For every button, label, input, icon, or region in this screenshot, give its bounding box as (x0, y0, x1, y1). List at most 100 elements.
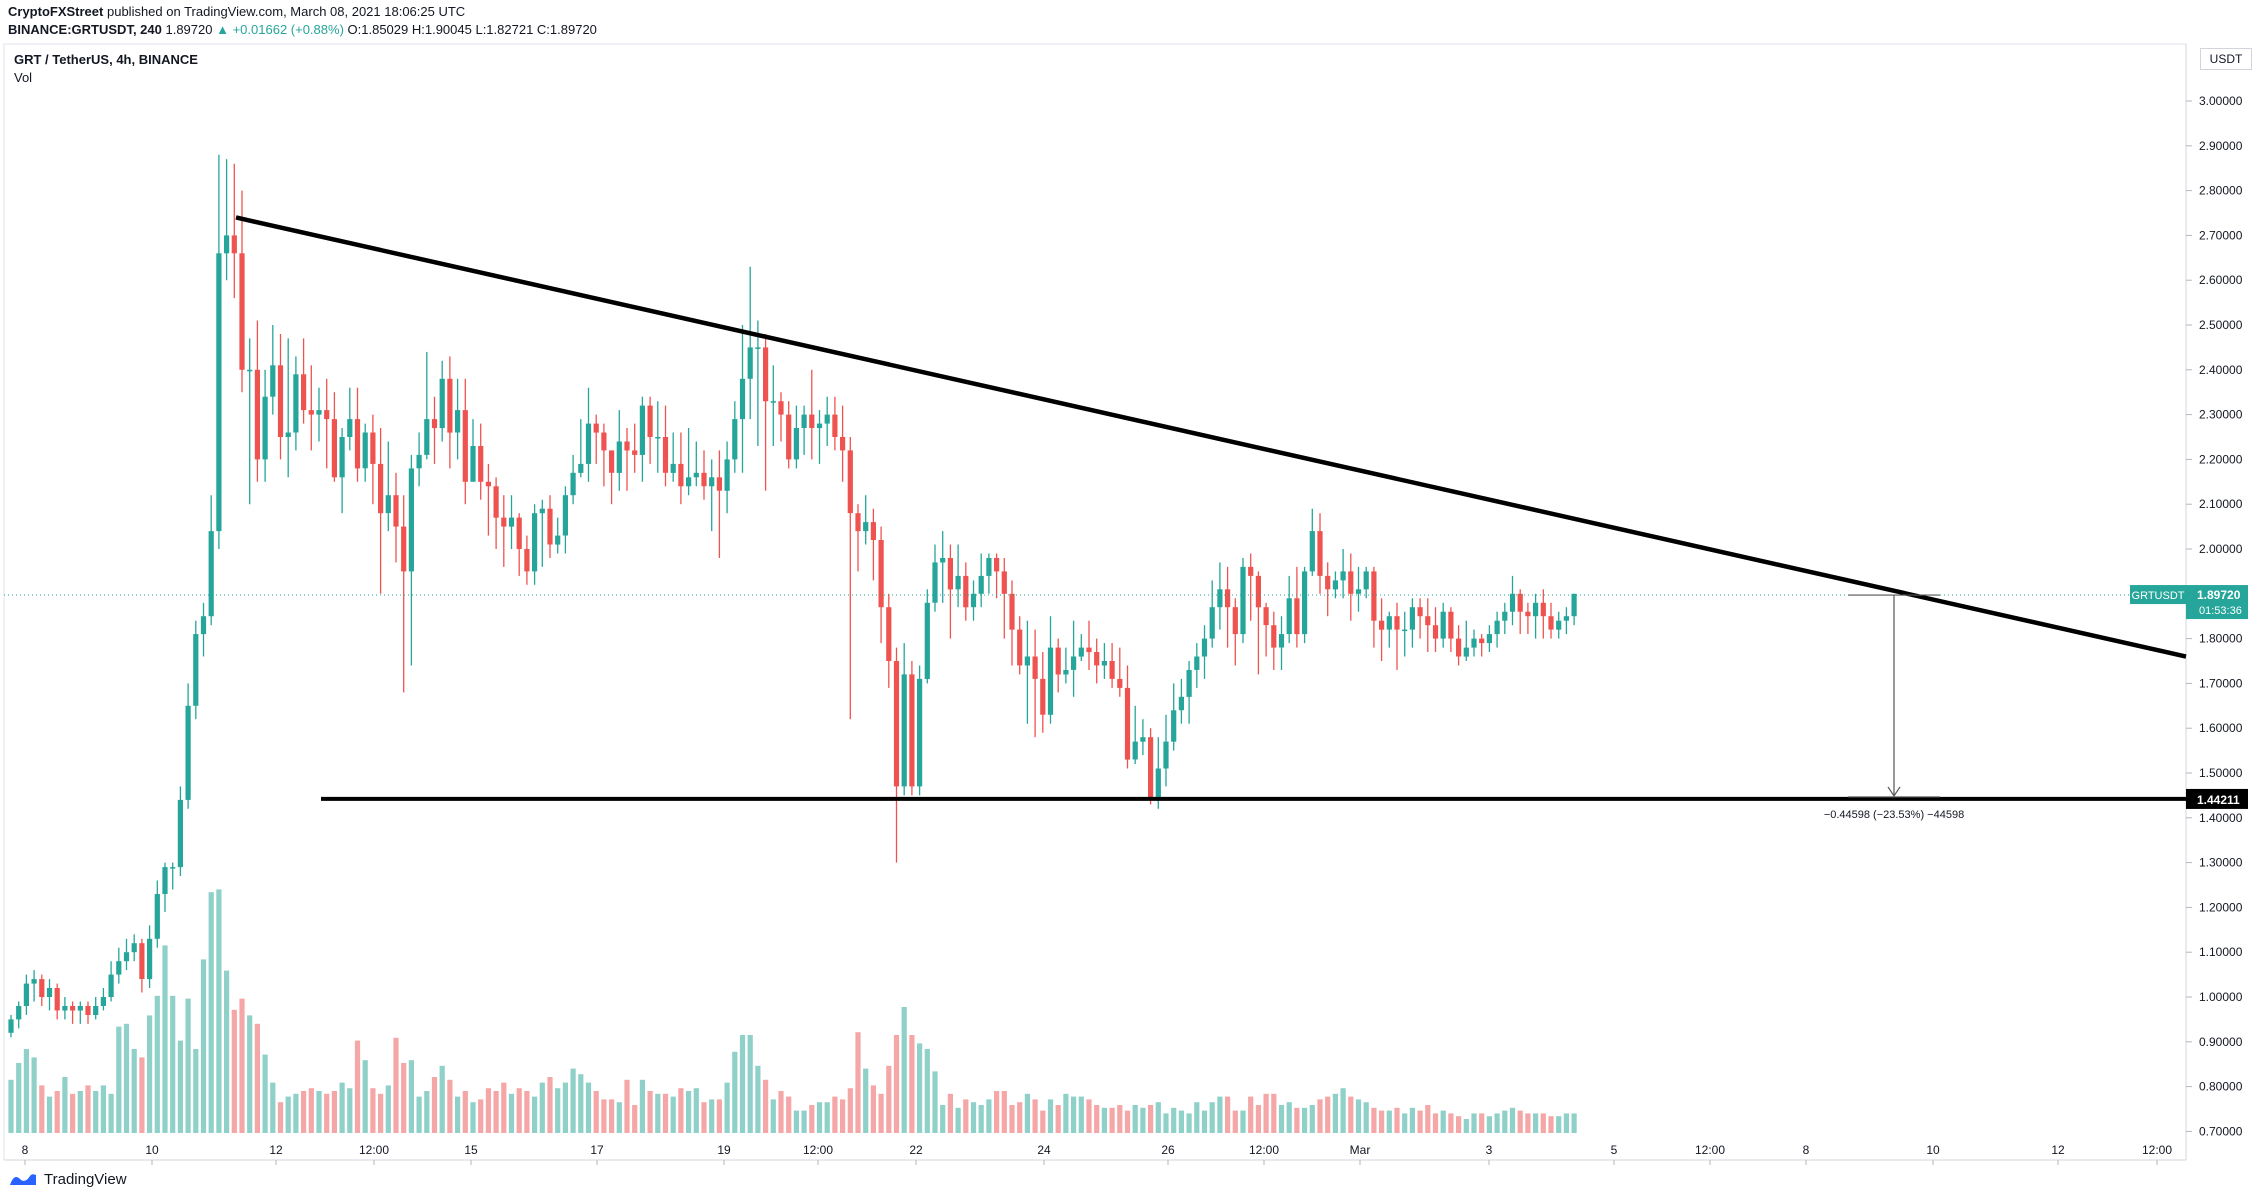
volume-bar (1178, 1110, 1184, 1133)
candle-body (770, 401, 776, 403)
time-tick-label: 17 (590, 1143, 604, 1157)
candle-body (162, 867, 168, 894)
volume-bar (247, 1015, 253, 1133)
candle-body (693, 472, 699, 478)
volume-bar (816, 1102, 823, 1133)
candle-body (1509, 593, 1516, 612)
volume-bar (393, 1037, 399, 1133)
price-change: ▲ +0.01662 (+0.88%) (216, 22, 344, 37)
candle-body (647, 405, 653, 437)
candle-body (1009, 593, 1015, 630)
tradingview-logo[interactable]: TradingView (8, 1170, 127, 1188)
price-tick-label: 3.00000 (2199, 94, 2243, 108)
volume-bar (1463, 1119, 1469, 1133)
candle-body (70, 1006, 76, 1011)
volume-bar (1509, 1107, 1516, 1133)
candle-body (131, 943, 137, 953)
symbol-info: BINANCE:GRTUSDT, 240 1.89720 ▲ +0.01662 … (8, 22, 597, 37)
volume-bar (678, 1088, 684, 1133)
price-tick-label: 2.30000 (2199, 408, 2243, 422)
candle-body (339, 437, 345, 478)
volume-bar (1240, 1110, 1246, 1133)
candle-body (1332, 580, 1338, 590)
volume-bar (16, 1063, 22, 1133)
candle-body (1448, 611, 1454, 639)
volume-bar (940, 1105, 946, 1133)
time-tick-label: 10 (1926, 1143, 1940, 1157)
volume-bar (709, 1099, 715, 1133)
volume-bar (932, 1071, 938, 1133)
volume-bar (909, 1035, 915, 1133)
volume-bar (208, 892, 214, 1133)
candle-body (1371, 571, 1377, 621)
volume-bar (1109, 1107, 1115, 1133)
volume-bar (1294, 1107, 1300, 1133)
candle-body (947, 558, 953, 590)
volume-bar (1140, 1107, 1146, 1133)
candle-body (1078, 647, 1084, 657)
price-tick-label: 2.00000 (2199, 542, 2243, 556)
price-tick-label: 2.50000 (2199, 318, 2243, 332)
candle-body (485, 481, 491, 487)
volume-bar (301, 1091, 307, 1133)
candle-body (77, 1006, 83, 1011)
volume-bar (1448, 1113, 1454, 1133)
tradingview-brand: TradingView (44, 1170, 127, 1188)
volume-bar (93, 1091, 99, 1133)
volume-bar (555, 1088, 561, 1133)
volume-bar (786, 1096, 792, 1133)
volume-bar (1124, 1110, 1131, 1133)
volume-bar (901, 1007, 907, 1133)
candle-body (1001, 571, 1007, 594)
volume-bar (501, 1082, 507, 1133)
volume-bar (439, 1065, 445, 1133)
candle-body (347, 419, 353, 437)
candle-body (285, 432, 291, 437)
volume-bar (1163, 1113, 1169, 1133)
candle-body (1271, 625, 1277, 648)
volume-bar (516, 1088, 522, 1133)
currency-badge[interactable]: USDT (2200, 48, 2252, 70)
candle-body (578, 463, 584, 473)
price-tick-label: 1.70000 (2199, 676, 2243, 690)
candle-body (123, 952, 130, 962)
candles (8, 154, 1577, 1038)
volume-bar (1186, 1113, 1192, 1133)
volume-bar (1317, 1099, 1323, 1133)
volume-bar (793, 1110, 799, 1133)
candle-body (978, 575, 984, 594)
candle-body (1317, 531, 1323, 576)
volume-bar (416, 1096, 422, 1133)
volume-bar (1101, 1107, 1107, 1133)
candle-body (994, 558, 1000, 572)
candle-body (924, 602, 930, 679)
candle-body (801, 414, 807, 428)
price-tick-label: 0.80000 (2199, 1080, 2243, 1094)
candle-body (701, 472, 707, 487)
candle-body (470, 446, 476, 482)
volume-bar (224, 970, 230, 1133)
volume-bar (532, 1096, 538, 1133)
volume-bar (1086, 1099, 1092, 1133)
candle-body (1548, 616, 1554, 630)
volume-bar (1533, 1113, 1539, 1133)
volume-bar (1340, 1088, 1346, 1133)
time-tick-label: 8 (1803, 1143, 1810, 1157)
symbol-price-tag (2130, 585, 2186, 605)
candle-body (1101, 661, 1107, 666)
volume-bar (832, 1096, 838, 1133)
volume-bar (1009, 1105, 1015, 1133)
volume-bar (193, 1049, 199, 1133)
volume-bar (1409, 1107, 1415, 1133)
volume-bar (70, 1093, 76, 1133)
volume-bar (478, 1099, 484, 1133)
time-tick-label: 12 (269, 1143, 283, 1157)
price-tick-label: 1.00000 (2199, 990, 2243, 1004)
candle-body (716, 477, 722, 491)
candle-body (632, 450, 638, 455)
candle-body (354, 419, 361, 469)
author-name[interactable]: CryptoFXStreet (8, 4, 104, 19)
candle-body (93, 1006, 99, 1015)
